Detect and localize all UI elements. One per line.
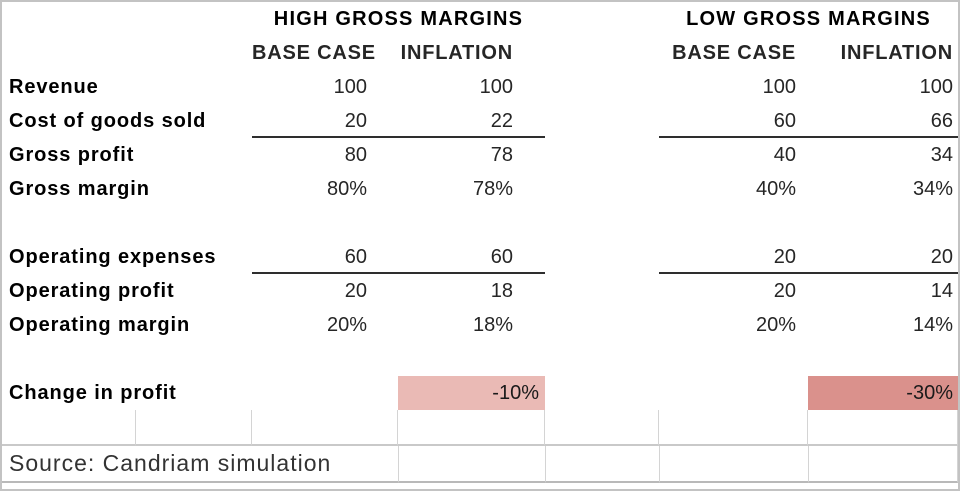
value-cell: 60: [398, 240, 545, 274]
grid-cell: [136, 410, 252, 446]
value-cell: 60: [659, 104, 808, 138]
grid-cell: [398, 446, 545, 483]
value-cell: 20: [252, 104, 398, 138]
column-header-base-case-low: BASE CASE: [672, 42, 796, 64]
grid-cell: [659, 446, 808, 483]
value-cell: 34: [930, 144, 953, 166]
value-cell: 18: [490, 280, 513, 302]
value-cell: 66: [808, 104, 958, 138]
value-cell: 18%: [472, 314, 513, 336]
value-cell: 20: [808, 240, 958, 274]
row-label-operating-margin: Operating margin: [9, 314, 191, 336]
grid-cell: [659, 410, 808, 446]
group-header-low-gross-margins: LOW GROSS MARGINS: [686, 8, 931, 30]
column-header-inflation-high: INFLATION: [400, 42, 513, 64]
value-cell: 40: [773, 144, 796, 166]
table-grid: HIGH GROSS MARGINS LOW GROSS MARGINS BAS…: [2, 2, 958, 483]
value-cell: 20: [344, 280, 367, 302]
value-cell: 20: [773, 280, 796, 302]
row-label-revenue: Revenue: [9, 76, 99, 98]
value-cell: 100: [333, 76, 367, 98]
value-cell: 20: [659, 240, 808, 274]
value-cell: 78%: [472, 178, 513, 200]
grid-cell: [545, 410, 659, 446]
row-label-change-in-profit: Change in profit: [9, 382, 177, 404]
value-cell: 22: [398, 104, 545, 138]
row-label-cost-of-goods-sold: Cost of goods sold: [9, 110, 207, 132]
row-label-gross-margin: Gross margin: [9, 178, 150, 200]
value-cell: 20%: [755, 314, 796, 336]
grid-cell: [2, 410, 136, 446]
value-cell: 14: [930, 280, 953, 302]
change-in-profit-low-value: -30%: [808, 376, 958, 410]
value-cell: 80%: [326, 178, 367, 200]
value-cell: 78: [490, 144, 513, 166]
value-cell: 60: [252, 240, 398, 274]
grid-cell: [808, 446, 958, 483]
row-label-operating-profit: Operating profit: [9, 280, 175, 302]
value-cell: 100: [919, 76, 953, 98]
grid-cell: [545, 446, 659, 483]
grid-cell: [398, 410, 545, 446]
value-cell: 100: [479, 76, 513, 98]
column-header-inflation-low: INFLATION: [840, 42, 953, 64]
value-cell: 34%: [912, 178, 953, 200]
group-header-high-gross-margins: HIGH GROSS MARGINS: [273, 8, 524, 30]
value-cell: 40%: [755, 178, 796, 200]
value-cell: 14%: [912, 314, 953, 336]
value-cell: 80: [344, 144, 367, 166]
row-label-gross-profit: Gross profit: [9, 144, 135, 166]
value-cell: 20%: [326, 314, 367, 336]
value-cell: 100: [762, 76, 796, 98]
column-header-base-case-high: BASE CASE: [252, 42, 376, 64]
source-note: Source: Candriam simulation: [2, 446, 398, 483]
grid-cell: [808, 410, 958, 446]
change-in-profit-high-value: -10%: [398, 376, 545, 410]
row-label-operating-expenses: Operating expenses: [9, 246, 217, 268]
grid-cell: [252, 410, 398, 446]
